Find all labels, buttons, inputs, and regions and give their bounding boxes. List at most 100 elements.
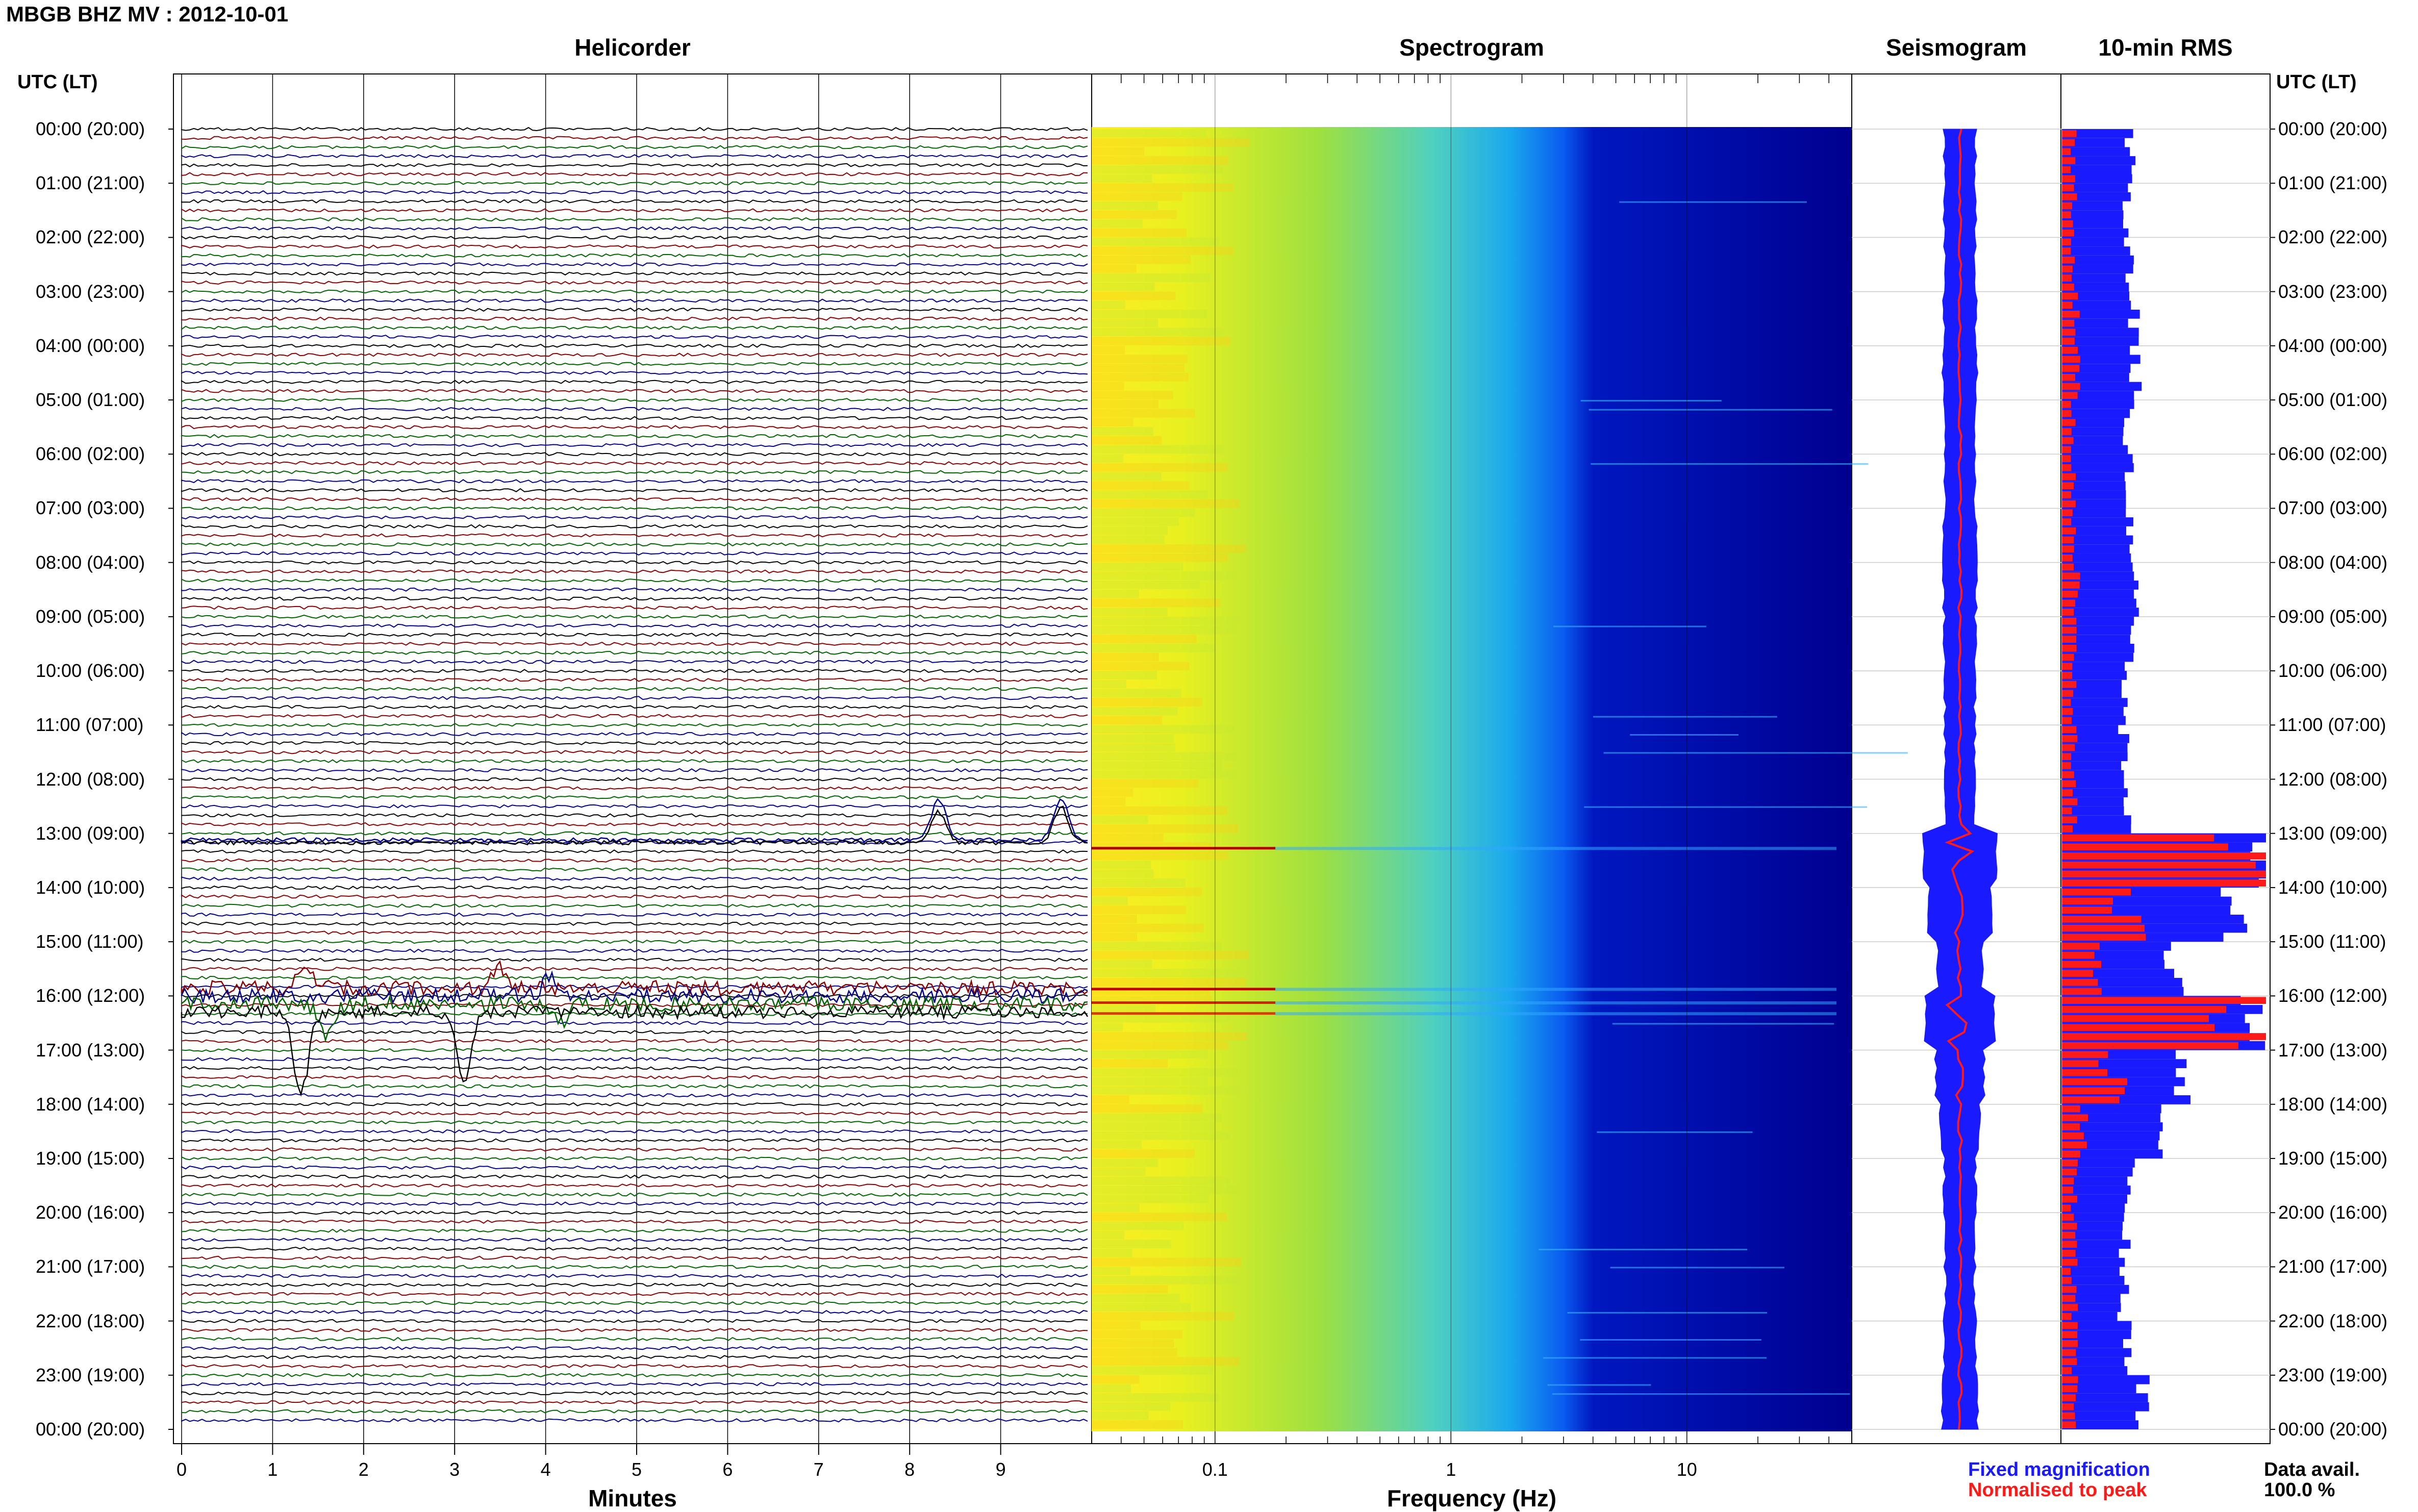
spectrogram-band bbox=[1092, 237, 1219, 246]
rms-fixed-bar bbox=[2062, 779, 2124, 789]
rms-normalised-bar bbox=[2062, 906, 2112, 914]
rms-fixed-bar bbox=[2062, 318, 2128, 328]
spectrogram-band bbox=[1092, 1257, 1242, 1267]
helicorder-trace bbox=[181, 1373, 1088, 1378]
rms-fixed-bar bbox=[2062, 581, 2139, 590]
rms-normalised-bar bbox=[2062, 274, 2072, 282]
spectrogram-streak bbox=[1584, 806, 1867, 808]
rms-normalised-bar bbox=[2062, 672, 2073, 679]
helicorder-trace bbox=[181, 1201, 1088, 1206]
rms-normalised-bar bbox=[2062, 951, 2095, 959]
spectrogram-band bbox=[1092, 1321, 1141, 1330]
rms-normalised-bar bbox=[2062, 1159, 2078, 1167]
spectrogram-streak bbox=[1553, 625, 1706, 627]
rms-fixed-bar bbox=[2062, 255, 2134, 265]
rms-normalised-bar bbox=[2062, 437, 2074, 444]
spectrogram-image bbox=[1092, 127, 1852, 1431]
time-label-left: 08:00 (04:00) bbox=[36, 551, 145, 573]
time-label-right: 14:00 (10:00) bbox=[2278, 876, 2388, 898]
helicorder-trace bbox=[181, 497, 1088, 501]
helicorder-trace bbox=[181, 316, 1088, 321]
rms-fixed-bar bbox=[2062, 1330, 2131, 1339]
time-label-left: 04:00 (00:00) bbox=[36, 335, 145, 356]
rms-fixed-bar bbox=[2062, 481, 2126, 491]
rms-fixed-bar bbox=[2062, 535, 2133, 545]
rms-normalised-bar bbox=[2062, 166, 2071, 173]
rms-normalised-bar bbox=[2062, 582, 2080, 589]
minute-tick-label: 7 bbox=[813, 1459, 824, 1480]
spectrogram-streak bbox=[1539, 1248, 1748, 1250]
spectrogram-band bbox=[1092, 1122, 1215, 1131]
time-label-left: 09:00 (05:00) bbox=[36, 606, 145, 627]
rms-fixed-bar bbox=[2062, 743, 2128, 752]
spectrogram-band bbox=[1092, 210, 1177, 219]
helicorder-trace bbox=[181, 768, 1088, 772]
spectrogram-band bbox=[1092, 427, 1153, 436]
rms-normalised-bar bbox=[2062, 1195, 2078, 1203]
time-label-right: 07:00 (03:00) bbox=[2278, 497, 2388, 519]
rms-normalised-bar bbox=[2062, 446, 2071, 453]
rms-normalised-bar bbox=[2062, 1403, 2074, 1410]
spectrogram-band bbox=[1092, 842, 1212, 851]
rms-normalised-bar bbox=[2062, 247, 2071, 255]
spectrogram-event-streak bbox=[1092, 988, 1275, 991]
rms-fixed-bar bbox=[2062, 689, 2122, 698]
time-label-right: 02:00 (22:00) bbox=[2278, 226, 2388, 248]
helicorder-trace bbox=[181, 885, 1088, 890]
spectrogram-band bbox=[1092, 1113, 1222, 1122]
legend-fixed-magnification: Fixed magnification bbox=[1968, 1459, 2150, 1480]
spectrogram-band bbox=[1092, 138, 1249, 147]
spectrogram-streak bbox=[1603, 752, 1908, 754]
spectrogram-band bbox=[1092, 571, 1236, 581]
spectrogram-band bbox=[1092, 129, 1206, 138]
minute-tick-label: 9 bbox=[995, 1459, 1006, 1480]
rms-normalised-bar bbox=[2062, 934, 2146, 941]
helicorder-trace bbox=[181, 1418, 1088, 1423]
helicorder-trace bbox=[181, 723, 1088, 727]
rms-fixed-bar bbox=[2062, 1122, 2163, 1131]
helicorder-trace bbox=[181, 1364, 1088, 1369]
spectrogram-band bbox=[1092, 1248, 1132, 1257]
spectrogram-band bbox=[1092, 400, 1158, 409]
spectrogram-band bbox=[1092, 454, 1124, 463]
rms-fixed-bar bbox=[2062, 1248, 2119, 1258]
helicorder-trace bbox=[181, 894, 1088, 899]
utc-label-left: UTC (LT) bbox=[17, 71, 98, 93]
rms-fixed-bar bbox=[2062, 815, 2131, 825]
rms-normalised-bar bbox=[2062, 807, 2072, 815]
spectrogram-band bbox=[1092, 915, 1137, 923]
rms-normalised-bar bbox=[2062, 997, 2266, 1004]
rms-normalised-bar bbox=[2062, 852, 2266, 860]
seismogram-title: Seismogram bbox=[1885, 34, 2027, 61]
helicorder-trace bbox=[181, 488, 1088, 493]
spectrogram-band bbox=[1092, 1366, 1214, 1375]
rms-normalised-bar bbox=[2062, 401, 2071, 408]
helicorder-frame bbox=[173, 73, 1092, 1444]
spectrogram-band bbox=[1092, 752, 1237, 761]
rms-fixed-bar bbox=[2062, 1257, 2125, 1267]
rms-normalised-bar bbox=[2062, 1313, 2072, 1320]
rms-normalised-bar bbox=[2062, 329, 2076, 336]
helicorder-trace bbox=[181, 1129, 1088, 1133]
time-label-right: 20:00 (16:00) bbox=[2278, 1202, 2388, 1223]
spectrogram-band bbox=[1092, 788, 1134, 797]
spectrogram-band bbox=[1092, 851, 1228, 860]
rms-normalised-bar bbox=[2062, 1051, 2108, 1059]
spectrogram-band bbox=[1092, 318, 1158, 327]
spectrogram-band bbox=[1092, 1095, 1129, 1104]
helicorder-trace bbox=[181, 813, 1088, 818]
helicorder-trace bbox=[181, 1021, 1088, 1025]
rms-fixed-bar bbox=[2062, 1167, 2133, 1177]
helicorder-event-trace bbox=[181, 805, 1088, 846]
time-label-right: 19:00 (15:00) bbox=[2278, 1147, 2388, 1169]
rms-fixed-bar bbox=[2062, 698, 2128, 707]
helicorder-trace bbox=[181, 181, 1088, 186]
spectrogram-band bbox=[1092, 273, 1211, 282]
helicorder-trace bbox=[181, 867, 1088, 872]
rms-fixed-bar bbox=[2062, 237, 2124, 247]
helicorder-trace bbox=[181, 641, 1088, 646]
rms-normalised-bar bbox=[2062, 410, 2072, 417]
helicorder-trace bbox=[181, 524, 1088, 529]
spectrogram-band bbox=[1092, 1393, 1219, 1402]
rms-normalised-bar bbox=[2062, 1204, 2071, 1212]
